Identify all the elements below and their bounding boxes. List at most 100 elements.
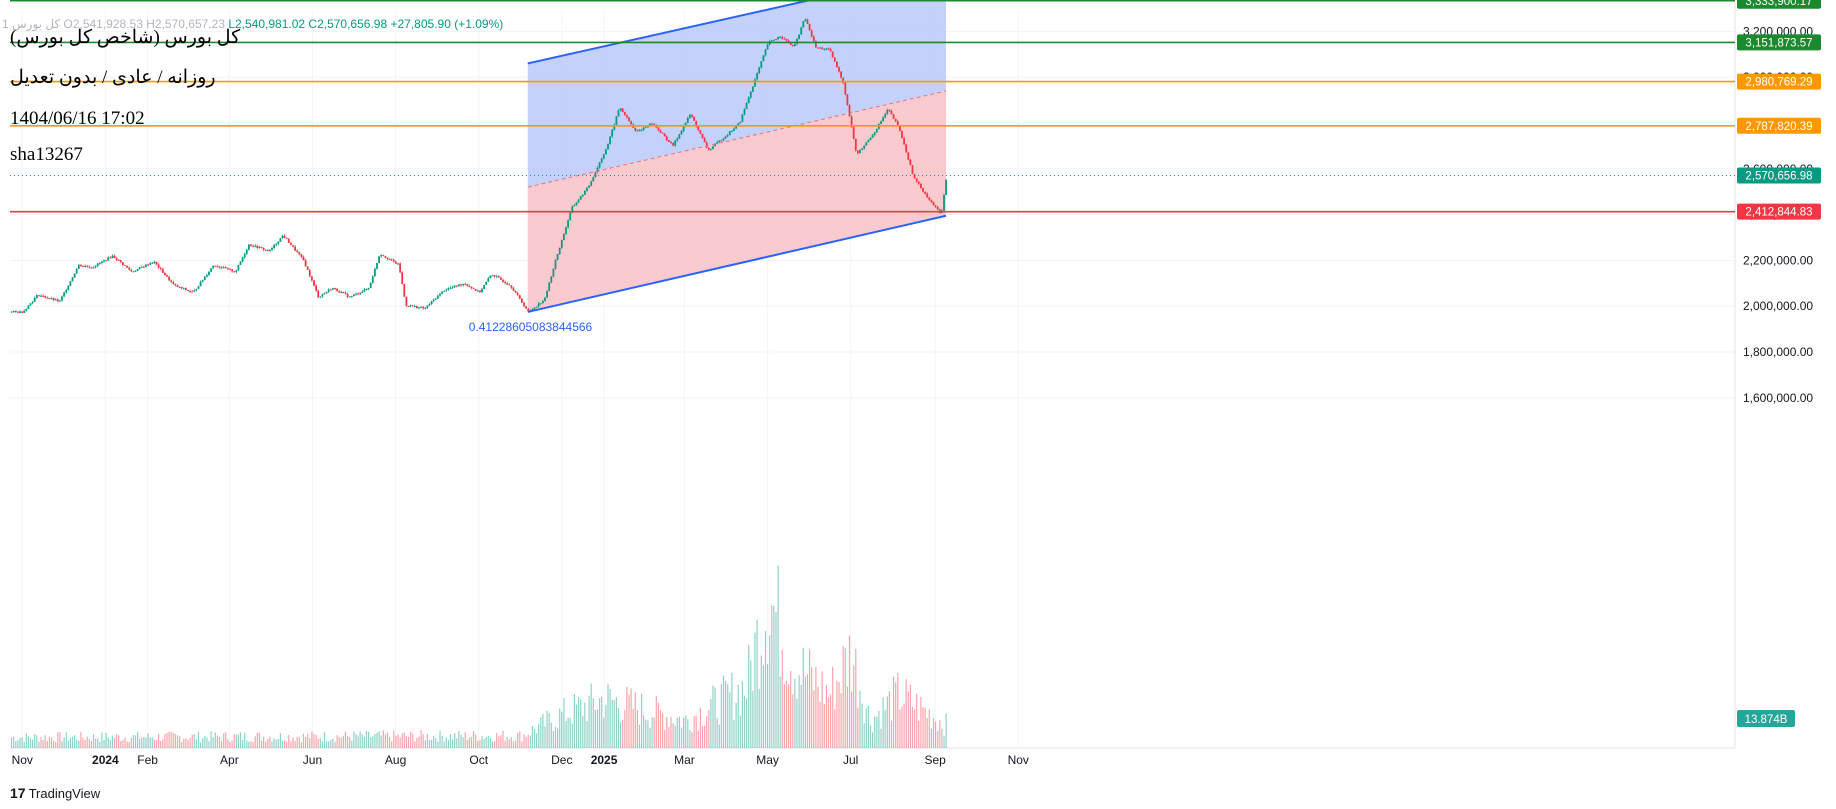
volume-bar [290, 741, 292, 748]
candle [754, 79, 756, 87]
volume-bar [294, 740, 296, 748]
candle [596, 167, 599, 173]
candle [819, 47, 821, 49]
candle [325, 291, 328, 294]
candle [447, 288, 450, 290]
volume-bar [315, 734, 317, 748]
candle [743, 109, 746, 115]
candle [905, 144, 908, 153]
candle [894, 118, 897, 122]
candle [500, 277, 502, 280]
last-price-badge-text: 2,570,656.98 [1745, 171, 1812, 183]
candle [69, 281, 72, 286]
candle [94, 266, 97, 268]
volume-bar [118, 735, 120, 748]
candle [668, 140, 670, 142]
ohlc-low: L2,540,981.02 [228, 17, 306, 31]
candle [237, 264, 240, 271]
candle [924, 191, 926, 194]
volume-bar [88, 738, 90, 748]
candle [445, 289, 448, 291]
level-badge-text: 2,412,844.83 [1745, 207, 1812, 219]
candle [367, 288, 370, 290]
candle [254, 245, 257, 247]
volume-bar [874, 716, 876, 748]
volume-bar [193, 734, 195, 748]
candle [920, 183, 922, 189]
volume-bar [666, 716, 668, 748]
candle [275, 243, 278, 245]
volume-bar [758, 688, 760, 748]
candle [130, 269, 133, 272]
volume-bar [124, 737, 126, 748]
volume-bar [714, 687, 716, 748]
volume-bar [777, 565, 779, 748]
volume-bar [886, 696, 888, 748]
candle [882, 117, 884, 122]
candle [903, 138, 905, 145]
volume-bar [815, 667, 817, 748]
volume-bar [80, 731, 82, 748]
candle [672, 142, 674, 146]
candle [867, 140, 870, 143]
candle [691, 114, 693, 117]
candle [458, 284, 460, 287]
volume-bar [363, 736, 365, 748]
volume-bar [844, 648, 846, 748]
candle [332, 288, 334, 290]
volume-bar [563, 697, 565, 748]
volume-bar [97, 738, 99, 748]
candle [342, 291, 345, 293]
candle [936, 206, 939, 210]
volume-bar [208, 741, 210, 748]
volume-bar [676, 717, 678, 748]
volume-bar [11, 737, 13, 748]
candle [628, 117, 630, 122]
candle [455, 285, 458, 287]
candle [117, 259, 120, 261]
candle [122, 262, 124, 266]
candle [155, 261, 158, 265]
candle [531, 309, 534, 311]
candle [304, 260, 307, 267]
volume-bar [437, 741, 439, 748]
candle [823, 49, 826, 51]
candle [485, 281, 488, 285]
candle [166, 275, 168, 277]
candle [838, 67, 840, 72]
candle [800, 27, 803, 35]
volume-bar [838, 682, 840, 748]
volume-bar [25, 733, 27, 748]
volume-bar [588, 695, 590, 748]
candle [306, 266, 309, 271]
volume-bar [410, 731, 412, 748]
x-tick-label: 2024 [92, 753, 119, 767]
candle [185, 288, 187, 291]
volume-bar [718, 724, 720, 748]
volume-bar [317, 739, 319, 748]
volume-bar [164, 733, 166, 748]
candle [533, 307, 536, 310]
volume-bar [609, 688, 611, 748]
volume-bar [145, 737, 147, 748]
candle [831, 51, 834, 58]
candle [901, 130, 903, 139]
volume-bar [554, 726, 557, 748]
volume-bar [441, 735, 443, 748]
tradingview-logo[interactable]: 17 TradingView [10, 785, 100, 801]
candle [525, 306, 527, 309]
volume-bar [788, 684, 790, 748]
channel-mid-line [527, 90, 947, 188]
candle [539, 303, 542, 305]
volume-bar [603, 717, 605, 748]
volume-bar [292, 737, 294, 748]
candle [665, 136, 668, 141]
candle [405, 296, 408, 306]
candle [495, 276, 498, 278]
candle [56, 299, 59, 302]
y-tick-label: 1,600,000.00 [1743, 391, 1813, 405]
volume-bar [548, 713, 550, 748]
candle [180, 286, 183, 289]
candle [84, 265, 86, 267]
